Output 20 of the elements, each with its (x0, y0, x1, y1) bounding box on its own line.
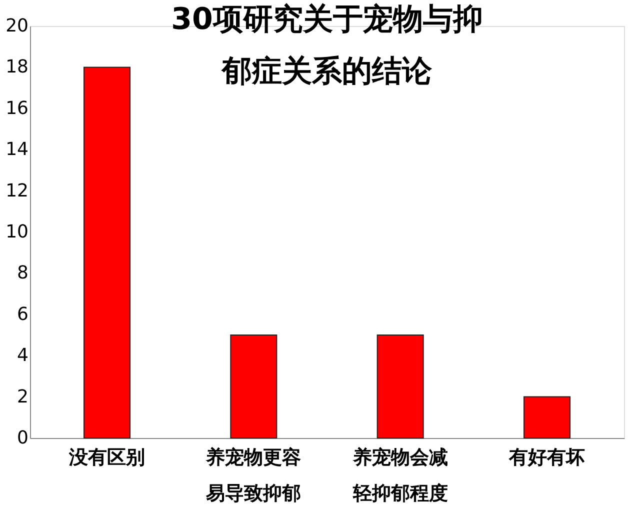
x-tick-label: 养宠物更容易导致抑郁 (205, 446, 302, 504)
bar (524, 396, 570, 438)
y-tick-label: 2 (17, 386, 28, 408)
chart-title: 30项研究关于宠物与抑郁症关系的结论 (171, 2, 483, 89)
bar (376, 334, 424, 438)
bar (84, 66, 130, 438)
y-tick-label: 12 (6, 180, 28, 202)
y-tick-label: 4 (17, 345, 28, 366)
x-tick-label: 养宠物会减轻抑郁程度 (352, 446, 448, 504)
y-tick-label: 10 (6, 222, 28, 242)
x-tick-label: 有好有坏 (508, 446, 585, 468)
x-tick-label: 没有区别 (68, 446, 145, 468)
y-tick-label: 8 (17, 262, 28, 284)
y-tick-label: 18 (6, 56, 28, 78)
y-tick-label: 0 (17, 428, 28, 448)
y-tick-label: 14 (6, 139, 28, 160)
y-tick-label: 6 (17, 304, 28, 325)
y-tick-label: 16 (6, 98, 28, 119)
bar (230, 334, 278, 438)
y-tick-label: 20 (6, 16, 28, 36)
